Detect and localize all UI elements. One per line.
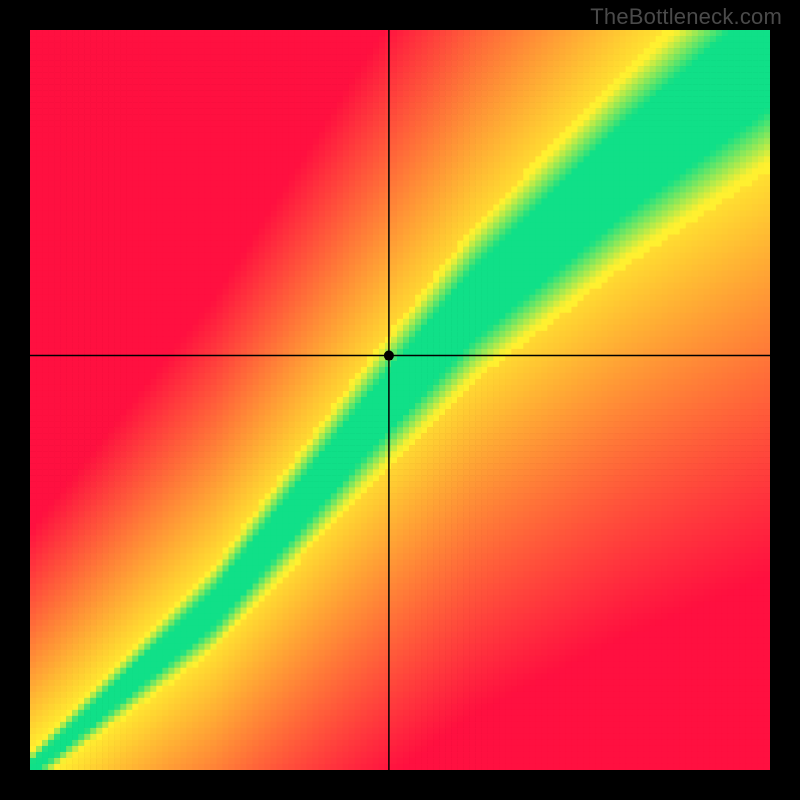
crosshair-overlay [30,30,770,770]
watermark-text: TheBottleneck.com [590,4,782,30]
chart-container: TheBottleneck.com [0,0,800,800]
